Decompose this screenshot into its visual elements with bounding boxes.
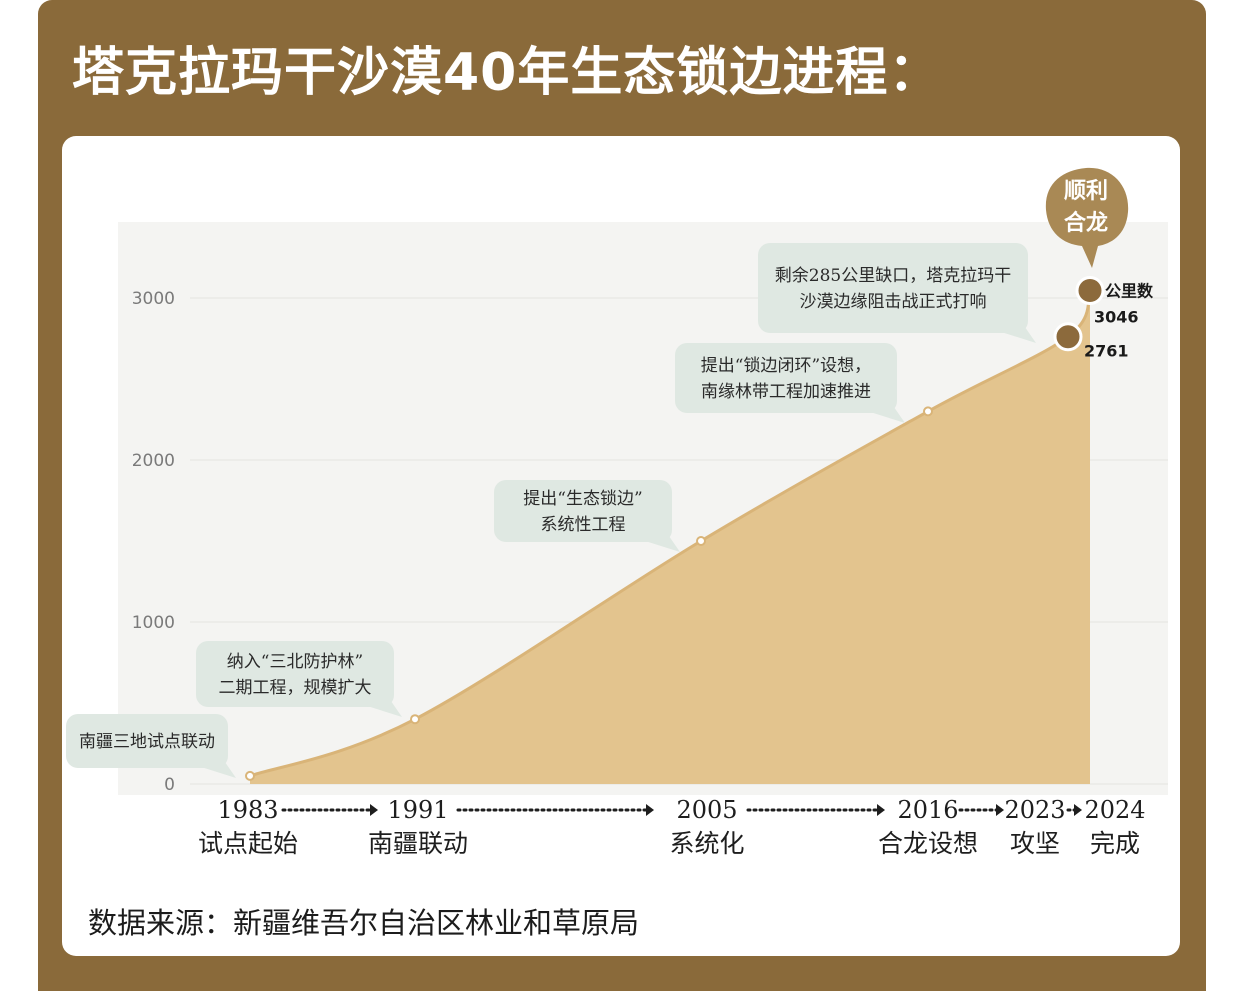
annotation-tail (642, 526, 680, 552)
annotation-1991: 纳入“三北防护林” 二期工程，规模扩大 (196, 641, 402, 717)
timeline-arrow-3 (746, 804, 885, 816)
annotation-text: 南疆三地试点联动 (79, 732, 215, 752)
annotation-text: 二期工程，规模扩大 (219, 678, 372, 698)
annotation-2005: 提出“生态锁边” 系统性工程 (494, 480, 680, 552)
annotation-bubble (494, 480, 672, 542)
timeline-year-2016: 2016 (897, 796, 958, 824)
y-tick-1000: 1000 (132, 613, 175, 633)
timeline-year-2024: 2024 (1084, 796, 1145, 824)
annotation-text: 系统性工程 (541, 515, 626, 535)
timeline-year-1983: 1983 (217, 796, 278, 824)
annotation-text: 提出“生态锁边” (523, 489, 642, 509)
value-label-2023: 2761 (1084, 342, 1129, 361)
annotation-tail (364, 691, 402, 717)
annotation-tail (198, 752, 236, 778)
data-source: 数据来源：新疆维吾尔自治区林业和草原局 (88, 906, 640, 940)
timeline-phase-2016: 合龙设想 (878, 829, 978, 858)
point-1991 (410, 714, 420, 725)
annotation-text: 提出“锁边闭环”设想， (701, 356, 871, 376)
annotation-tail (998, 317, 1036, 343)
timeline-arrow-1 (281, 804, 378, 816)
area-line (249, 289, 1092, 778)
annotation-tail (867, 397, 905, 423)
y-tick-3000: 3000 (132, 289, 175, 309)
timeline-year-2005: 2005 (676, 796, 737, 824)
point-2016 (923, 406, 933, 417)
badge-text: 合龙 (1064, 210, 1108, 236)
annotation-bubble (66, 714, 228, 768)
annotation-bubble (758, 243, 1028, 333)
badge-shape (1045, 167, 1129, 268)
timeline-phase-2024: 完成 (1090, 829, 1140, 858)
annotation-text: 南缘林带工程加速推进 (701, 382, 871, 402)
arrow-head (996, 804, 1004, 816)
timeline-phase-1983: 试点起始 (198, 829, 298, 858)
arrow-head (1074, 804, 1082, 816)
annotation-bubble (675, 343, 897, 413)
annotation-text: 纳入“三北防护林” (227, 652, 363, 672)
annotation-text: 剩余285公里缺口，塔克拉玛干 (775, 266, 1011, 286)
timeline-arrow-2 (456, 804, 654, 816)
timeline-year-2023: 2023 (1004, 796, 1065, 824)
arrow-head (877, 804, 885, 816)
annotation-bubble (196, 641, 394, 707)
point-1983 (245, 770, 255, 781)
page-title: 塔克拉玛干沙漠40年生态锁边进程： (72, 43, 942, 103)
point-2005 (696, 536, 706, 546)
unit-label: 公里数 (1105, 282, 1154, 301)
timeline-phase-2005: 系统化 (669, 829, 744, 858)
value-label-2024: 3046 (1094, 308, 1139, 327)
timeline-arrow-4 (958, 804, 1004, 816)
annotation-text: 沙漠边缘阻击战正式打响 (800, 292, 987, 312)
y-tick-0: 0 (164, 775, 175, 795)
annotation-2016: 提出“锁边闭环”设想， 南缘林带工程加速推进 (675, 343, 905, 423)
annotation-1983: 南疆三地试点联动 (66, 714, 236, 778)
marker-2023 (1053, 322, 1083, 352)
timeline-phase-1991: 南疆联动 (368, 829, 468, 858)
timeline-arrow-5 (1066, 804, 1082, 816)
timeline-phase-2023: 攻坚 (1010, 829, 1060, 858)
y-tick-2000: 2000 (132, 451, 175, 471)
arrow-head (646, 804, 654, 816)
badge-text: 顺利 (1064, 178, 1108, 204)
marker-2024 (1075, 276, 1105, 306)
arrow-head (370, 804, 378, 816)
area-fill (250, 290, 1090, 784)
timeline-year-1991: 1991 (387, 796, 448, 824)
